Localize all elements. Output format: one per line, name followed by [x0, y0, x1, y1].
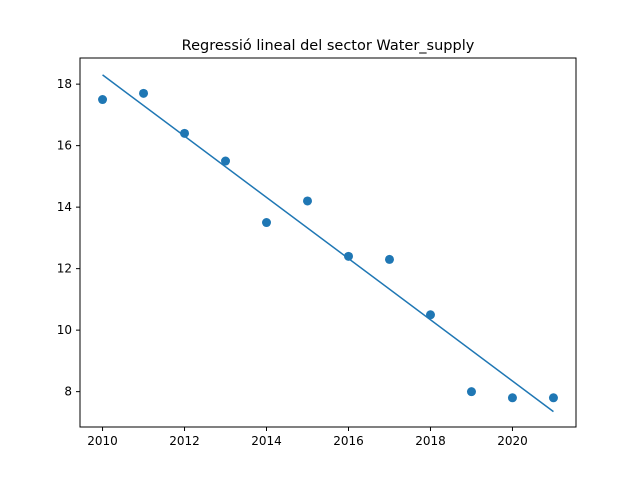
data-point — [262, 218, 272, 228]
data-point — [221, 156, 231, 166]
x-axis: 2010 2012 2014 2016 2018 2020 — [87, 427, 528, 448]
data-point — [98, 95, 108, 105]
data-point — [466, 387, 476, 397]
data-point — [343, 251, 353, 261]
x-tick-label: 2012 — [169, 434, 200, 448]
data-point — [303, 196, 313, 206]
data-point — [139, 88, 149, 98]
y-axis: 8 10 12 14 16 18 — [57, 77, 80, 399]
y-tick-label: 18 — [57, 77, 72, 91]
data-point — [548, 393, 558, 403]
x-tick-label: 2018 — [415, 434, 446, 448]
plot-frame — [79, 57, 577, 428]
regression-line — [102, 74, 554, 413]
data-point — [180, 128, 190, 138]
x-tick-label: 2010 — [87, 434, 118, 448]
y-tick-label: 12 — [57, 262, 72, 276]
plot-marks — [98, 74, 558, 413]
y-tick-label: 10 — [57, 323, 72, 337]
y-tick-label: 14 — [57, 200, 72, 214]
data-point — [425, 310, 435, 320]
x-tick-label: 2020 — [497, 434, 528, 448]
chart-title: Regressió lineal del sector Water_supply — [182, 38, 475, 54]
y-tick-label: 16 — [57, 139, 72, 153]
x-tick-label: 2016 — [333, 434, 364, 448]
y-tick-label: 8 — [64, 385, 72, 399]
data-point — [507, 393, 517, 403]
x-tick-label: 2014 — [251, 434, 282, 448]
data-point — [384, 254, 394, 264]
